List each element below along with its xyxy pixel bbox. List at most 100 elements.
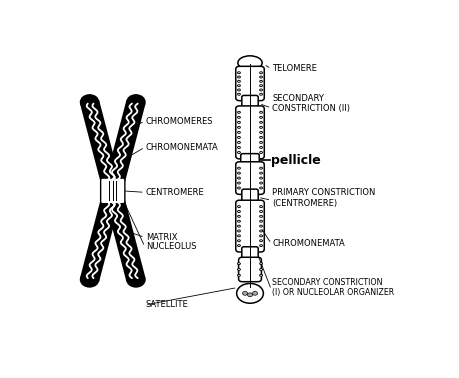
Ellipse shape bbox=[259, 235, 262, 237]
Ellipse shape bbox=[259, 263, 262, 265]
Ellipse shape bbox=[237, 152, 240, 153]
Text: CHROMONEMATA: CHROMONEMATA bbox=[272, 239, 344, 248]
Ellipse shape bbox=[237, 146, 240, 149]
Ellipse shape bbox=[237, 111, 240, 113]
Text: SECONDARY
CONSTRICTION (II): SECONDARY CONSTRICTION (II) bbox=[272, 94, 350, 113]
Ellipse shape bbox=[259, 111, 262, 113]
Ellipse shape bbox=[105, 176, 124, 192]
Ellipse shape bbox=[259, 182, 262, 184]
Ellipse shape bbox=[259, 274, 262, 276]
Ellipse shape bbox=[259, 116, 262, 118]
Ellipse shape bbox=[259, 225, 262, 227]
Ellipse shape bbox=[237, 263, 240, 265]
Ellipse shape bbox=[259, 268, 262, 271]
Ellipse shape bbox=[259, 211, 262, 212]
Ellipse shape bbox=[237, 172, 240, 174]
Ellipse shape bbox=[259, 146, 262, 149]
FancyBboxPatch shape bbox=[241, 189, 257, 206]
Ellipse shape bbox=[259, 72, 262, 74]
Ellipse shape bbox=[237, 206, 240, 208]
Ellipse shape bbox=[259, 136, 262, 138]
Ellipse shape bbox=[237, 56, 262, 70]
Polygon shape bbox=[105, 101, 145, 185]
Ellipse shape bbox=[259, 93, 262, 95]
Polygon shape bbox=[80, 101, 120, 185]
Ellipse shape bbox=[237, 167, 240, 169]
FancyBboxPatch shape bbox=[101, 178, 124, 204]
Ellipse shape bbox=[259, 81, 262, 82]
Ellipse shape bbox=[259, 167, 262, 169]
Polygon shape bbox=[80, 197, 120, 281]
Ellipse shape bbox=[237, 235, 240, 237]
Ellipse shape bbox=[101, 176, 121, 192]
Ellipse shape bbox=[237, 225, 240, 227]
Ellipse shape bbox=[259, 89, 262, 91]
Text: CHROMOMERES: CHROMOMERES bbox=[146, 116, 213, 125]
Ellipse shape bbox=[259, 187, 262, 189]
Ellipse shape bbox=[237, 211, 240, 212]
Text: NUCLEOLUS: NUCLEOLUS bbox=[146, 242, 196, 251]
Ellipse shape bbox=[259, 121, 262, 123]
Polygon shape bbox=[105, 197, 145, 281]
FancyBboxPatch shape bbox=[241, 247, 257, 262]
Ellipse shape bbox=[237, 121, 240, 123]
Ellipse shape bbox=[259, 240, 262, 242]
Ellipse shape bbox=[242, 291, 247, 295]
Ellipse shape bbox=[237, 76, 240, 78]
Ellipse shape bbox=[126, 94, 146, 110]
Ellipse shape bbox=[237, 72, 240, 74]
Text: MATRIX: MATRIX bbox=[146, 233, 177, 242]
Ellipse shape bbox=[237, 215, 240, 217]
Text: pellicle: pellicle bbox=[271, 154, 320, 167]
Ellipse shape bbox=[105, 190, 124, 206]
FancyBboxPatch shape bbox=[240, 153, 259, 167]
Ellipse shape bbox=[237, 85, 240, 87]
Ellipse shape bbox=[237, 245, 240, 246]
Ellipse shape bbox=[237, 187, 240, 189]
Text: CENTROMERE: CENTROMERE bbox=[146, 188, 204, 197]
Text: TELOMERE: TELOMERE bbox=[272, 64, 317, 73]
Ellipse shape bbox=[259, 141, 262, 143]
Ellipse shape bbox=[237, 268, 240, 271]
Ellipse shape bbox=[237, 126, 240, 129]
Ellipse shape bbox=[259, 76, 262, 78]
Ellipse shape bbox=[237, 93, 240, 95]
Ellipse shape bbox=[79, 94, 99, 110]
FancyBboxPatch shape bbox=[235, 106, 263, 159]
FancyBboxPatch shape bbox=[235, 66, 263, 101]
Ellipse shape bbox=[259, 177, 262, 179]
Ellipse shape bbox=[247, 293, 252, 297]
Ellipse shape bbox=[237, 177, 240, 179]
Ellipse shape bbox=[252, 291, 257, 295]
Ellipse shape bbox=[259, 85, 262, 87]
FancyBboxPatch shape bbox=[238, 257, 261, 282]
Ellipse shape bbox=[237, 81, 240, 82]
Ellipse shape bbox=[237, 274, 240, 276]
Ellipse shape bbox=[259, 215, 262, 217]
Ellipse shape bbox=[259, 172, 262, 174]
Ellipse shape bbox=[259, 132, 262, 133]
Ellipse shape bbox=[237, 116, 240, 118]
Ellipse shape bbox=[126, 272, 146, 288]
Text: CHROMONEMATA: CHROMONEMATA bbox=[146, 143, 218, 152]
FancyBboxPatch shape bbox=[235, 162, 263, 194]
Text: SATELLITE: SATELLITE bbox=[146, 301, 188, 310]
Ellipse shape bbox=[237, 220, 240, 222]
Ellipse shape bbox=[259, 206, 262, 208]
Ellipse shape bbox=[101, 190, 121, 206]
Text: PRIMARY CONSTRICTION
(CENTROMERE): PRIMARY CONSTRICTION (CENTROMERE) bbox=[272, 189, 375, 208]
Ellipse shape bbox=[259, 152, 262, 153]
Ellipse shape bbox=[237, 132, 240, 133]
Ellipse shape bbox=[259, 126, 262, 129]
Ellipse shape bbox=[237, 182, 240, 184]
Ellipse shape bbox=[259, 220, 262, 222]
Ellipse shape bbox=[237, 240, 240, 242]
Ellipse shape bbox=[79, 272, 99, 288]
Ellipse shape bbox=[259, 230, 262, 232]
FancyBboxPatch shape bbox=[241, 95, 257, 111]
Ellipse shape bbox=[237, 141, 240, 143]
Ellipse shape bbox=[237, 230, 240, 232]
Ellipse shape bbox=[237, 89, 240, 91]
Ellipse shape bbox=[236, 284, 263, 303]
FancyBboxPatch shape bbox=[235, 200, 263, 252]
